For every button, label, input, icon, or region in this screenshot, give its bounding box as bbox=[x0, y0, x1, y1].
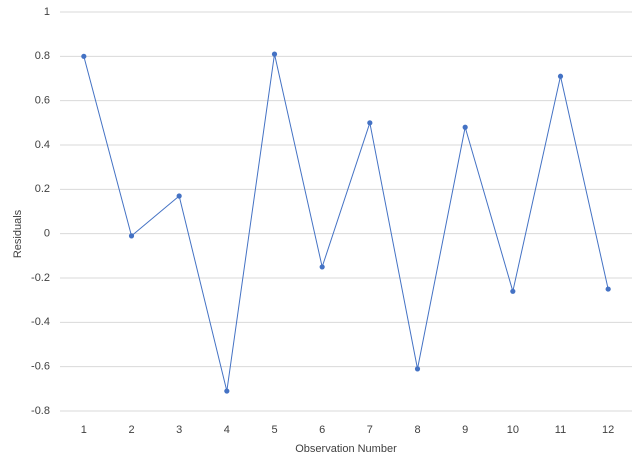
data-point bbox=[176, 193, 182, 199]
data-point bbox=[557, 73, 564, 79]
data-point bbox=[462, 124, 468, 130]
data-point bbox=[81, 53, 87, 59]
x-tick-label: 11 bbox=[555, 424, 566, 436]
x-tick-label: 6 bbox=[319, 424, 325, 436]
x-tick-label: 9 bbox=[462, 424, 468, 436]
data-point bbox=[271, 51, 278, 57]
data-point bbox=[224, 388, 230, 394]
x-tick-label: 8 bbox=[414, 424, 420, 436]
y-tick-label: 0.8 bbox=[35, 50, 50, 62]
x-tick-label: 10 bbox=[507, 424, 519, 436]
x-tick-label: 3 bbox=[176, 424, 182, 436]
x-tick-label: 7 bbox=[367, 424, 373, 436]
x-tick-label: 12 bbox=[602, 424, 614, 436]
data-point bbox=[319, 264, 325, 270]
data-point bbox=[367, 120, 373, 126]
data-point bbox=[605, 286, 611, 292]
data-point bbox=[414, 366, 421, 372]
y-tick-label: -0.6 bbox=[31, 361, 50, 373]
y-tick-label: 0.4 bbox=[35, 139, 50, 151]
y-tick-label: 0 bbox=[44, 228, 50, 240]
y-tick-label: 1 bbox=[44, 6, 50, 18]
data-point bbox=[128, 233, 135, 239]
x-tick-label: 2 bbox=[128, 424, 134, 436]
y-tick-label: -0.2 bbox=[31, 272, 50, 284]
x-tick-label: 5 bbox=[271, 424, 277, 436]
y-tick-label: 0.2 bbox=[35, 183, 50, 195]
x-tick-label: 4 bbox=[224, 424, 230, 436]
x-axis-title: Observation Number bbox=[295, 443, 397, 455]
y-tick-label: 0.6 bbox=[35, 95, 50, 107]
y-axis-title: Residuals bbox=[12, 209, 24, 258]
x-tick-label: 1 bbox=[81, 424, 87, 436]
data-line bbox=[83, 54, 609, 392]
y-tick-label: -0.4 bbox=[31, 316, 50, 328]
y-tick-label: -0.8 bbox=[31, 405, 50, 417]
data-point bbox=[510, 288, 516, 294]
